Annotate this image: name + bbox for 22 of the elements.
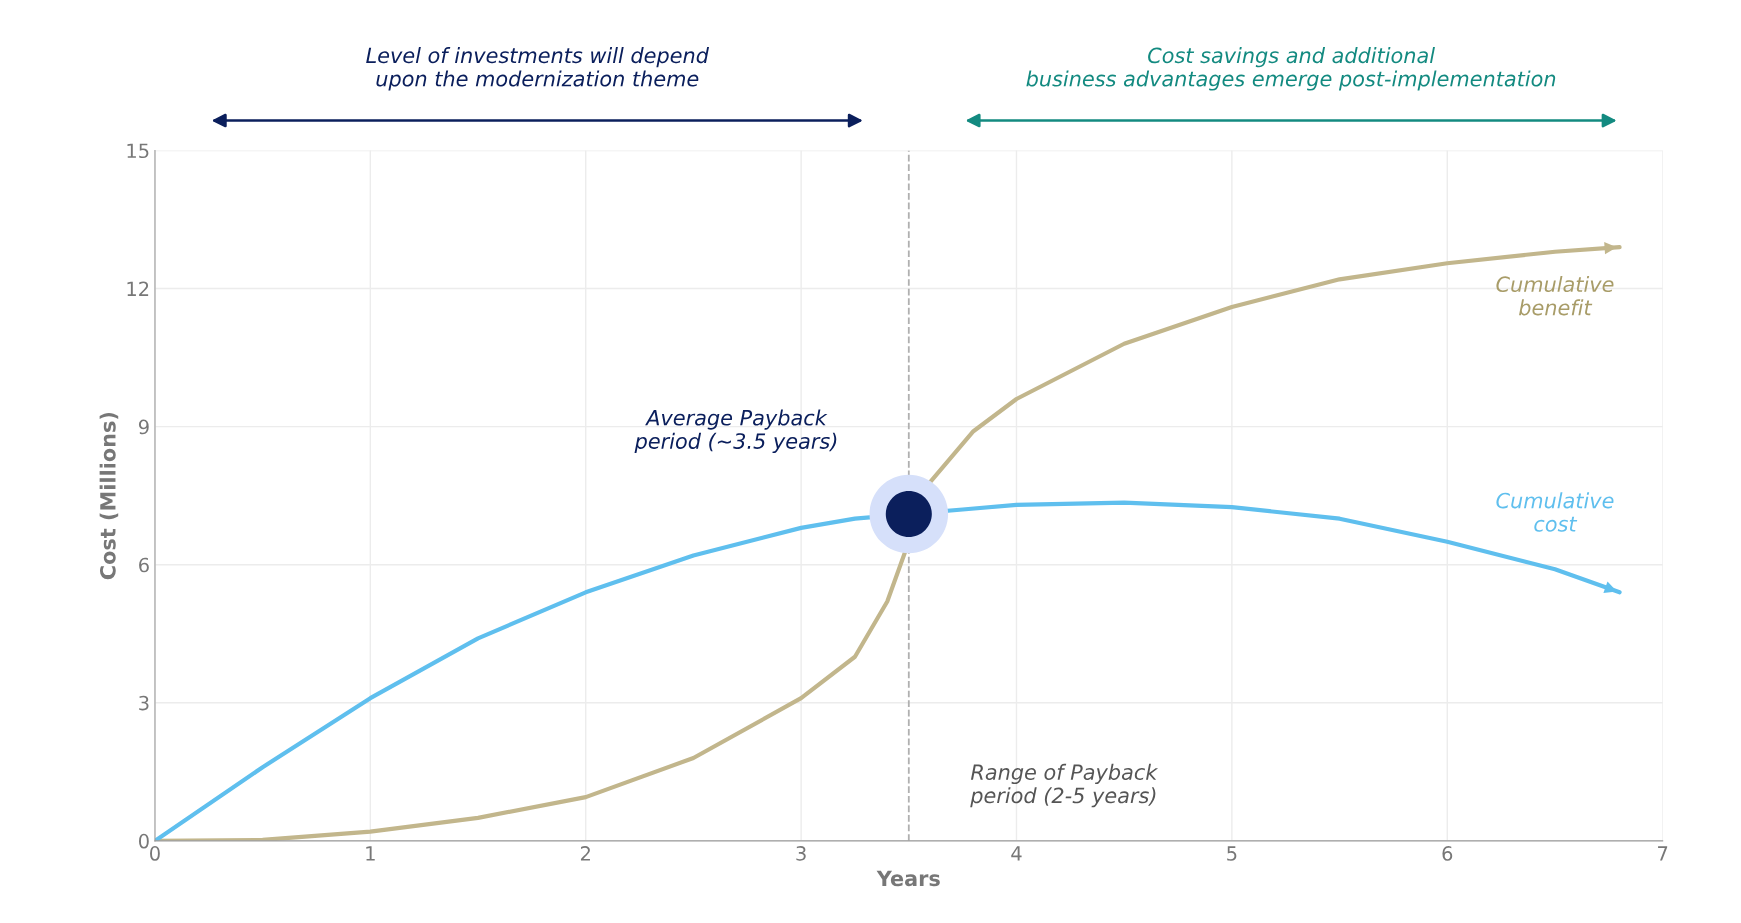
x-tick-label: 4 <box>1011 846 1022 861</box>
text: Level of investments will depend upon the modernization theme <box>366 47 710 91</box>
y-tick-label: 3 <box>139 695 149 711</box>
y-axis-title: Cost (Millions) <box>99 412 119 580</box>
x-tick-label: 2 <box>580 846 590 861</box>
x-tick-label: 1 <box>366 846 375 861</box>
y-tick-label: 15 <box>127 143 149 159</box>
x-tick-label: 3 <box>796 846 806 861</box>
series-label: Cumulative cost <box>1496 492 1614 532</box>
legend-label: Cumulative benefit <box>1496 275 1614 316</box>
y-tick-label: 9 <box>138 419 149 435</box>
y-tick-label: 0 <box>139 833 149 849</box>
x-tick-label: 6 <box>1442 846 1453 861</box>
x-tick-label: 0 <box>150 846 160 861</box>
annotation: Range of Payback period (2-5 years) <box>970 763 1159 808</box>
annotation: Average Payback period (~3.5 years) <box>634 409 837 453</box>
x-axis-title: Years <box>876 870 940 887</box>
x-tick-label: 7 <box>1658 846 1668 861</box>
y-tick-label: 6 <box>139 557 149 573</box>
x-tick-label: 5 <box>1227 846 1237 861</box>
y-tick-label: 12 <box>127 281 149 296</box>
text: Cost savings and additional business advantages emerge post-implementation <box>1026 47 1556 91</box>
